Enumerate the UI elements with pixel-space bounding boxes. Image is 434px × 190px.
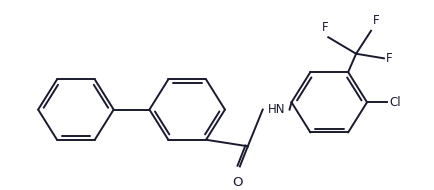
Text: F: F bbox=[322, 21, 329, 34]
Text: Cl: Cl bbox=[389, 96, 401, 109]
Text: F: F bbox=[373, 14, 380, 27]
Text: F: F bbox=[386, 52, 392, 65]
Text: O: O bbox=[233, 176, 243, 189]
Text: HN: HN bbox=[268, 103, 285, 116]
